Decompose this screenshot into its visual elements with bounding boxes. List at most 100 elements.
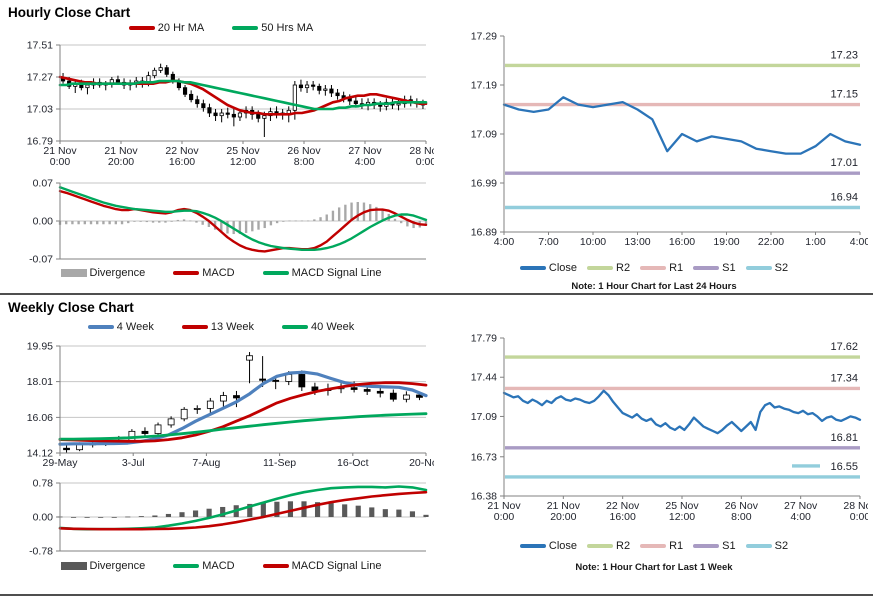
- legend-swatch-icon: [173, 271, 200, 275]
- bottom-divider: [0, 594, 873, 596]
- weekly-macd-chart: 0.78 0.00 -0.78: [29, 479, 429, 558]
- legend-swatch-icon: [745, 544, 772, 548]
- svg-text:16.89: 16.89: [471, 227, 497, 239]
- weekly-pivot-chart: 17.79 17.44 17.09 16.73 16.38 17.62 17.34 16.81…: [471, 333, 868, 524]
- svg-text:16-Oct: 16-Oct: [337, 457, 369, 469]
- svg-text:0.00: 0.00: [33, 512, 54, 524]
- svg-text:16.55: 16.55: [830, 461, 858, 473]
- svg-text:16.79: 16.79: [27, 136, 53, 148]
- hourly-pivot-chart: 17.29 17.19 17.09 16.99 16.89 17.23 17.15 17.01…: [471, 31, 868, 249]
- svg-text:-0.78: -0.78: [29, 546, 53, 558]
- svg-text:11-Sep: 11-Sep: [263, 457, 296, 469]
- legend-swatch-icon: [262, 271, 289, 275]
- legend-item: R1: [640, 540, 683, 552]
- svg-text:17.09: 17.09: [471, 129, 497, 141]
- legend-swatch-icon: [60, 562, 87, 570]
- svg-text:10:00: 10:00: [580, 236, 606, 248]
- legend-label: 4 Week: [116, 321, 154, 333]
- legend-swatch-icon: [640, 266, 667, 270]
- section-divider: [0, 293, 873, 295]
- svg-text:17.29: 17.29: [471, 31, 497, 43]
- hourly-pivot-note: Note: 1 Hour Chart for Last 24 Hours: [571, 281, 737, 292]
- legend-label: Close: [548, 540, 578, 552]
- svg-text:22:00: 22:00: [758, 236, 784, 248]
- legend-label: MACD Signal Line: [291, 267, 382, 279]
- legend-swatch-icon: [693, 266, 720, 270]
- svg-text:16.06: 16.06: [27, 412, 53, 424]
- svg-text:7-Aug: 7-Aug: [192, 457, 220, 469]
- legend-swatch-icon: [232, 26, 259, 30]
- legend-label: R2: [616, 540, 631, 552]
- legend-swatch-icon: [181, 325, 208, 329]
- hourly-pivot-legend: Close R2 R1 S1 S2: [440, 262, 868, 274]
- legend-swatch-icon: [173, 564, 200, 568]
- legend-label: S2: [774, 262, 789, 274]
- legend-swatch-icon: [519, 266, 546, 270]
- svg-text:17.44: 17.44: [471, 372, 497, 384]
- legend-item: S2: [745, 540, 788, 552]
- legend-item: Close: [519, 262, 577, 274]
- svg-text:29-May: 29-May: [42, 457, 78, 469]
- legend-item: 50 Hrs MA: [232, 22, 313, 34]
- legend-item: Divergence: [60, 267, 146, 279]
- svg-text:16.73: 16.73: [471, 451, 497, 463]
- legend-label: 20 Hr MA: [157, 22, 205, 34]
- legend-label: S1: [722, 262, 736, 274]
- legend-swatch-icon: [640, 544, 667, 548]
- legend-swatch-icon: [262, 564, 289, 568]
- legend-label: 50 Hrs MA: [261, 22, 314, 34]
- legend-swatch-icon: [519, 544, 546, 548]
- legend-label: Divergence: [89, 267, 146, 279]
- legend-swatch-icon: [587, 266, 614, 270]
- legend-swatch-icon: [128, 26, 155, 30]
- hourly-macd-chart: 0.07 0.00 -0.07: [29, 178, 428, 266]
- legend-item: MACD Signal Line: [262, 267, 382, 279]
- svg-text:7:00: 7:00: [538, 236, 559, 248]
- svg-text:17.34: 17.34: [830, 372, 858, 384]
- svg-text:17.79: 17.79: [471, 333, 497, 345]
- svg-text:17.15: 17.15: [830, 89, 858, 101]
- legend-item: S1: [693, 262, 736, 274]
- legend-label: MACD Signal Line: [291, 560, 382, 572]
- svg-text:17.27: 17.27: [27, 72, 53, 84]
- legend-item: 20 Hr MA: [128, 22, 205, 34]
- legend-item: R2: [587, 262, 630, 274]
- svg-text:17.09: 17.09: [471, 411, 497, 423]
- svg-text:18.01: 18.01: [27, 376, 53, 388]
- legend-label: MACD: [202, 560, 235, 572]
- svg-text:17.51: 17.51: [27, 40, 53, 52]
- legend-item: S1: [693, 540, 736, 552]
- legend-item: 40 Week: [282, 321, 354, 333]
- legend-label: 40 Week: [311, 321, 355, 333]
- hourly-price-legend: 20 Hr MA 50 Hrs MA: [8, 22, 434, 34]
- hourly-macd-legend: Divergence MACD MACD Signal Line: [8, 267, 434, 279]
- legend-item: MACD: [173, 267, 235, 279]
- svg-text:0.00: 0.00: [33, 216, 54, 228]
- svg-text:16.94: 16.94: [830, 192, 858, 204]
- legend-item: S2: [745, 262, 789, 274]
- legend-item: R1: [640, 262, 683, 274]
- svg-text:0.78: 0.78: [33, 479, 54, 490]
- legend-item: 4 Week: [87, 321, 154, 333]
- weekly-macd-legend: Divergence MACD MACD Signal Line: [8, 560, 434, 572]
- legend-label: MACD: [202, 267, 235, 279]
- legend-label: R1: [669, 262, 684, 274]
- legend-swatch-icon: [745, 266, 772, 270]
- legend-swatch-icon: [693, 544, 720, 548]
- svg-text:17.01: 17.01: [830, 157, 858, 169]
- svg-text:17.23: 17.23: [830, 49, 858, 61]
- legend-label: Divergence: [89, 560, 146, 572]
- svg-text:17.03: 17.03: [27, 104, 53, 116]
